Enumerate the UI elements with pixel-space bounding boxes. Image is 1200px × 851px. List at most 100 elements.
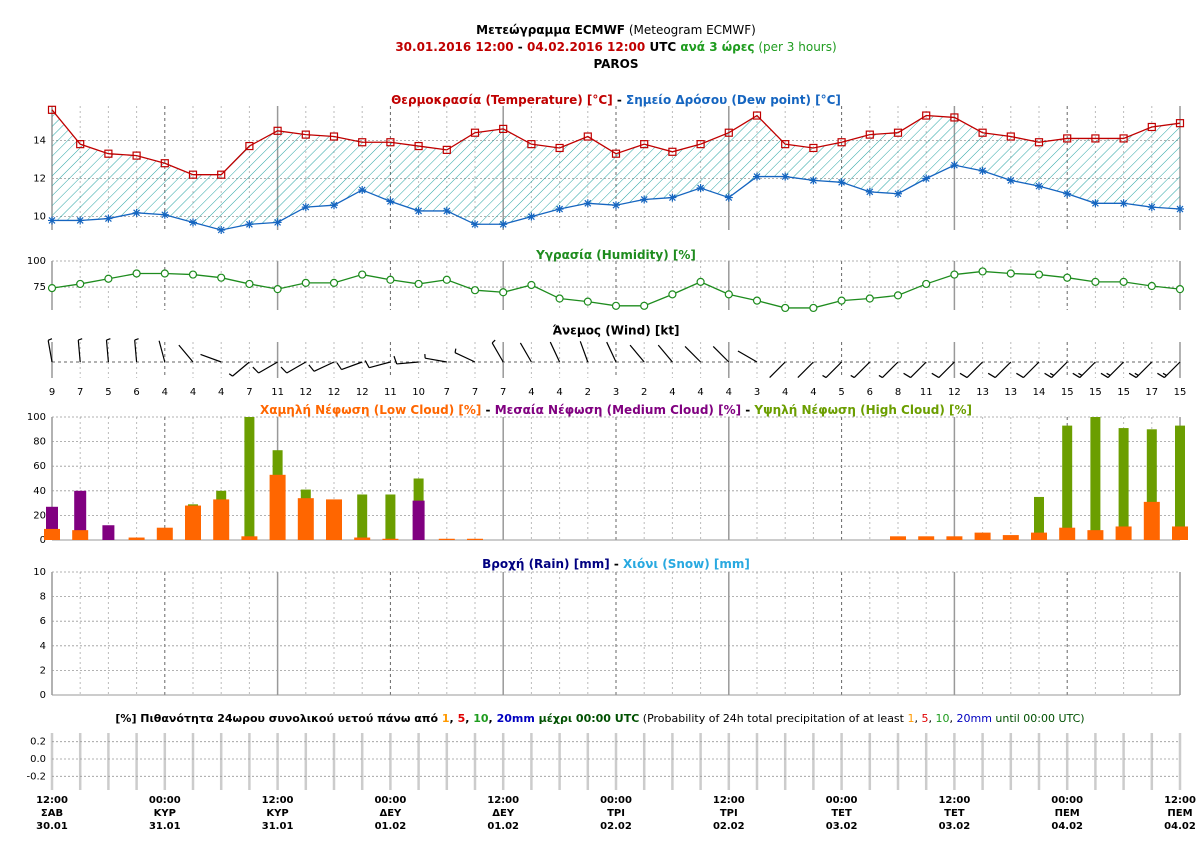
humidity-marker xyxy=(386,275,395,284)
dewpoint-marker xyxy=(217,226,226,234)
wind-speed-label: 4 xyxy=(218,387,224,398)
humidity-marker xyxy=(414,279,423,289)
temperature-marker xyxy=(47,105,57,114)
wind-speed-label: 4 xyxy=(782,387,788,398)
temperature-marker xyxy=(668,147,677,156)
wind-barb xyxy=(931,361,955,379)
title-separator: - xyxy=(613,93,626,107)
wind-speed-label: 7 xyxy=(77,387,83,398)
bar xyxy=(1059,527,1076,540)
dewpoint-marker xyxy=(245,220,254,229)
wind-barb xyxy=(228,361,250,377)
wind-barb xyxy=(364,360,391,369)
humidity-marker xyxy=(865,294,874,303)
x-tick-label: 12:00 xyxy=(1164,795,1196,806)
legend-entry: Χαμηλή Νέφωση (Low Cloud) [%] xyxy=(260,403,481,417)
bar xyxy=(1090,417,1101,540)
bar xyxy=(1034,496,1044,540)
panel-title: Θερμοκρασία (Temperature) [°C] - Σημείο … xyxy=(391,93,841,107)
dewpoint-marker xyxy=(442,206,451,215)
temperature-marker xyxy=(104,149,113,158)
temperature-marker xyxy=(950,113,959,122)
wind-speed-label: 7 xyxy=(246,387,252,398)
humidity-marker xyxy=(893,291,903,300)
wind-barb xyxy=(491,339,504,363)
bar xyxy=(72,530,89,540)
x-tick-label: 01.02 xyxy=(375,821,407,832)
y-tick-label: -0.2 xyxy=(26,771,46,782)
bar xyxy=(1062,425,1073,540)
wind-speed-label: 4 xyxy=(669,387,675,398)
x-tick-label: ΤΕΤ xyxy=(831,808,852,819)
temperature-marker xyxy=(329,132,339,141)
temperature-marker xyxy=(640,140,649,149)
wind-barb xyxy=(1044,361,1068,379)
header-line: PAROS xyxy=(593,57,638,71)
temperature-marker xyxy=(1034,138,1044,147)
humidity-marker xyxy=(809,303,818,313)
wind-speed-label: 15 xyxy=(1117,387,1130,398)
title-part: , xyxy=(928,712,935,725)
bar xyxy=(326,499,342,540)
bar xyxy=(1087,530,1104,540)
dewpoint-marker xyxy=(104,214,113,223)
humidity-marker xyxy=(301,278,310,287)
wind-barb xyxy=(1157,361,1181,379)
wind-barb xyxy=(1016,361,1040,379)
temperature-marker xyxy=(1119,134,1128,143)
header-part: - xyxy=(514,40,527,54)
bar xyxy=(269,474,286,540)
temperature-marker xyxy=(217,170,226,179)
temperature-marker xyxy=(245,141,254,151)
temperature-marker xyxy=(724,128,733,137)
legend-entry: Θερμοκρασία (Temperature) [°C] xyxy=(391,93,613,107)
x-tick-label: ΤΕΤ xyxy=(944,808,965,819)
y-tick-label: 0.2 xyxy=(30,737,46,748)
bar xyxy=(438,538,455,540)
wind-barb xyxy=(769,361,786,378)
wind-speed-label: 17 xyxy=(1145,387,1158,398)
wind-speed-label: 4 xyxy=(697,387,703,398)
wind-speed-label: 3 xyxy=(613,387,619,398)
title-part: 1 xyxy=(442,712,450,725)
y-tick-label: 0.0 xyxy=(30,754,46,765)
bar xyxy=(1031,532,1047,540)
wind-speed-label: 4 xyxy=(556,387,562,398)
title-part: μέχρι 00:00 UTC xyxy=(535,712,639,725)
dewpoint-marker xyxy=(414,206,423,215)
dewpoint-marker xyxy=(273,218,282,227)
y-tick-label: 75 xyxy=(33,282,46,293)
wind-barb xyxy=(657,344,673,363)
bar xyxy=(74,490,87,540)
title-part: , xyxy=(914,712,921,725)
x-tick-label: 12:00 xyxy=(36,795,68,806)
wind-speed-label: 2 xyxy=(641,387,647,398)
humidity-marker xyxy=(583,297,592,306)
humidity-marker xyxy=(950,270,959,279)
title-part: 10 xyxy=(473,712,489,725)
wind-speed-label: 7 xyxy=(444,387,450,398)
title-separator: - xyxy=(610,557,623,571)
wind-speed-label: 15 xyxy=(1174,387,1187,398)
wind-barb xyxy=(158,340,166,363)
wind-speed-label: 6 xyxy=(867,387,873,398)
dewpoint-marker xyxy=(583,199,592,208)
temperature-marker xyxy=(386,138,395,147)
dewpoint-marker xyxy=(1006,176,1015,185)
legend-entry: Σημείο Δρόσου (Dew point) [°C] xyxy=(626,93,841,107)
humidity-marker xyxy=(668,290,677,299)
bar xyxy=(213,499,230,540)
dewpoint-marker xyxy=(865,187,874,196)
wind-speed-label: 12 xyxy=(948,387,961,398)
x-tick-label: 12:00 xyxy=(262,795,294,806)
humidity-marker xyxy=(696,277,705,286)
x-tick-label: 30.01 xyxy=(36,821,68,832)
x-tick-label: 03.02 xyxy=(939,821,971,832)
bar xyxy=(241,536,258,540)
wind-barb xyxy=(797,361,814,378)
x-tick-label: ΣΑΒ xyxy=(41,808,63,819)
x-tick-label: ΤΡΙ xyxy=(607,808,625,819)
humidity-marker xyxy=(273,285,282,294)
humidity-marker xyxy=(132,269,141,278)
